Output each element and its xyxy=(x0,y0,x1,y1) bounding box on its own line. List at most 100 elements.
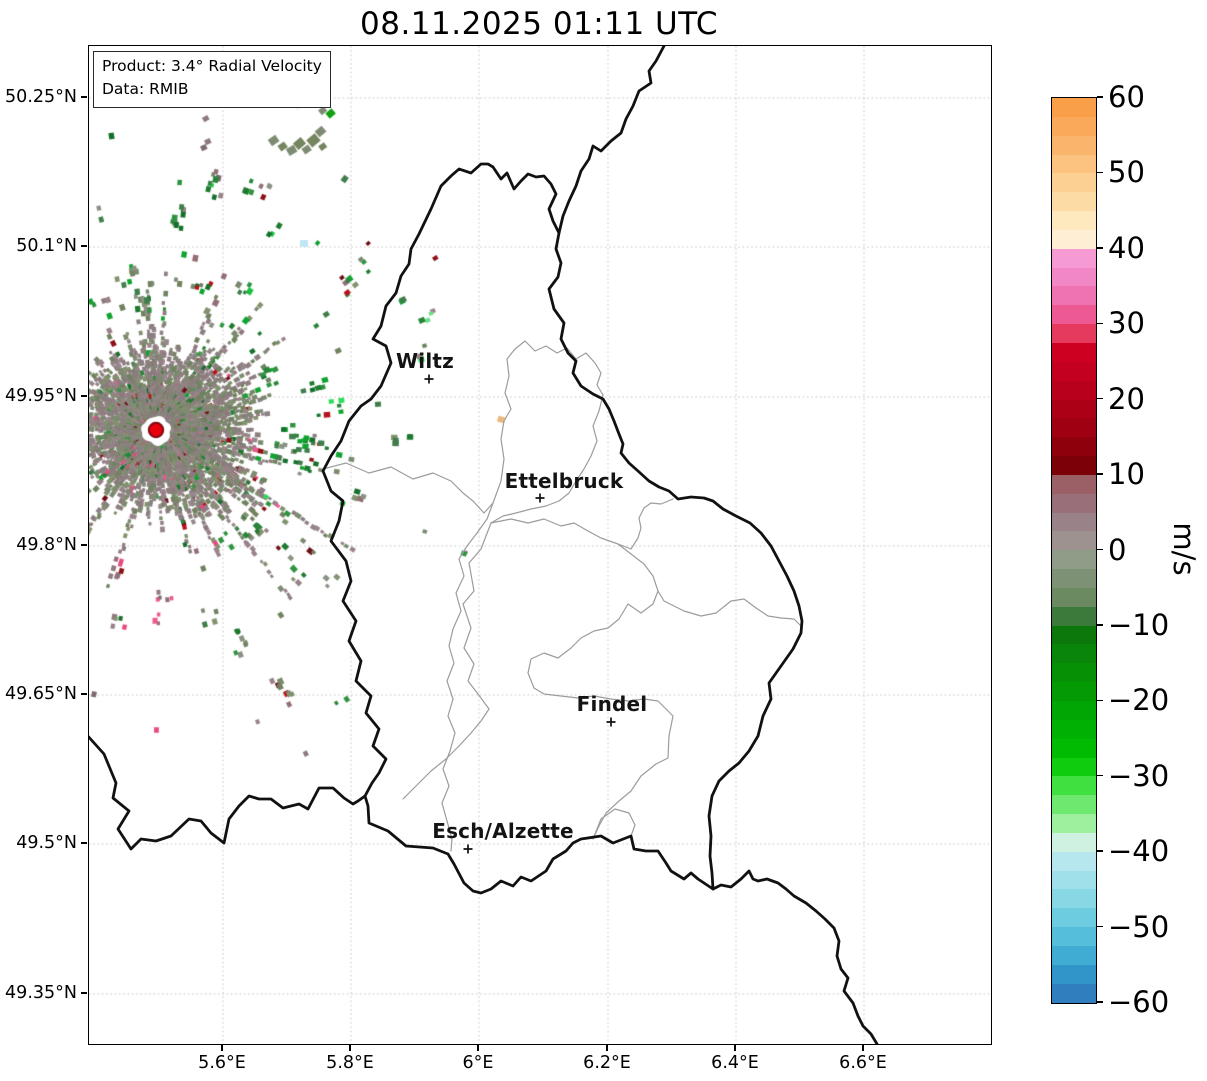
colorbar-tick-mark xyxy=(1097,699,1103,702)
colorbar-band xyxy=(1052,606,1096,626)
colorbar-band xyxy=(1052,361,1096,381)
colorbar-band xyxy=(1052,625,1096,645)
x-tick-mark xyxy=(734,1045,736,1051)
colorbar-band xyxy=(1052,927,1096,946)
canton-border-line xyxy=(490,518,659,689)
canton-border-line xyxy=(322,340,604,514)
city-label-ettelbruck: Ettelbruck xyxy=(504,469,624,493)
city-marker-icon xyxy=(606,717,616,727)
colorbar-band xyxy=(1052,135,1096,155)
colorbar-band xyxy=(1052,814,1096,833)
y-tick-label: 49.65°N xyxy=(5,684,77,704)
country-border-line xyxy=(557,46,666,235)
colorbar-band xyxy=(1052,531,1096,551)
colorbar-band xyxy=(1052,682,1096,701)
city-marker-icon xyxy=(463,844,473,854)
colorbar-tick-mark xyxy=(1097,775,1103,777)
colorbar-tick-label: −30 xyxy=(1108,758,1170,793)
colorbar-band xyxy=(1052,964,1096,984)
x-tick-label: 6.4°E xyxy=(711,1053,759,1073)
map-borders-svg xyxy=(89,46,879,1044)
canton-border-line xyxy=(441,502,494,852)
colorbar-band xyxy=(1052,456,1096,475)
city-label-findel: Findel xyxy=(576,692,648,716)
x-tick-mark xyxy=(606,1045,608,1051)
colorbar-tick-label: 10 xyxy=(1108,457,1145,492)
y-tick-label: 49.35°N xyxy=(5,983,77,1003)
y-tick-label: 50.1°N xyxy=(16,236,77,256)
colorbar-band xyxy=(1052,851,1096,871)
colorbar-tick-mark xyxy=(1097,96,1103,98)
colorbar-tick-label: 40 xyxy=(1108,230,1145,265)
colorbar-band xyxy=(1052,738,1096,758)
data-source-line: Data: RMIB xyxy=(102,80,189,99)
figure-title: 08.11.2025 01:11 UTC xyxy=(360,6,718,42)
colorbar-band xyxy=(1052,418,1096,438)
colorbar-band xyxy=(1052,342,1096,362)
y-tick-label: 49.95°N xyxy=(5,386,77,406)
colorbar-tick-label: 50 xyxy=(1108,155,1145,190)
colorbar-band xyxy=(1052,644,1096,664)
colorbar-tick-mark xyxy=(1097,1001,1103,1003)
x-tick-label: 5.8°E xyxy=(326,1053,374,1073)
colorbar-band xyxy=(1052,286,1096,306)
country-border-line xyxy=(321,162,804,895)
colorbar-tick-mark xyxy=(1097,624,1103,626)
colorbar-band xyxy=(1052,248,1096,268)
colorbar-band xyxy=(1052,380,1096,400)
canton-border-line xyxy=(402,522,492,800)
y-tick-label: 49.5°N xyxy=(16,833,77,853)
colorbar-tick-mark xyxy=(1097,850,1103,852)
colorbar-band xyxy=(1052,437,1096,457)
colorbar-tick-mark xyxy=(1097,397,1103,400)
colorbar-band xyxy=(1052,569,1096,588)
x-tick-label: 6.6°E xyxy=(839,1053,887,1073)
map-plot-area xyxy=(88,45,992,1045)
colorbar-tick-label: −50 xyxy=(1108,909,1170,944)
colorbar-tick-mark xyxy=(1097,322,1103,324)
colorbar-band xyxy=(1052,889,1096,909)
city-marker-icon xyxy=(424,374,434,384)
colorbar-band xyxy=(1052,493,1096,513)
colorbar-band xyxy=(1052,587,1096,607)
country-border-line xyxy=(711,869,879,1044)
colorbar-band xyxy=(1052,267,1096,287)
colorbar-unit-label: m/s xyxy=(1167,522,1201,576)
colorbar-band xyxy=(1052,305,1096,325)
x-tick-mark xyxy=(221,1045,223,1051)
colorbar-band xyxy=(1052,795,1096,815)
y-tick-label: 49.8°N xyxy=(16,535,77,555)
colorbar-band xyxy=(1052,719,1096,739)
y-tick-mark xyxy=(81,245,87,247)
y-tick-mark xyxy=(81,992,87,994)
colorbar-band xyxy=(1052,324,1096,343)
canton-border-line xyxy=(657,590,802,627)
colorbar-band xyxy=(1052,550,1096,570)
x-tick-mark xyxy=(862,1045,864,1051)
colorbar-band xyxy=(1052,474,1096,494)
canton-border-line xyxy=(490,394,604,524)
colorbar-band xyxy=(1052,832,1096,852)
colorbar-band xyxy=(1052,173,1096,193)
colorbar-tick-label: 30 xyxy=(1108,306,1145,341)
colorbar-band xyxy=(1052,701,1096,720)
city-marker-icon xyxy=(535,493,545,503)
colorbar-tick-mark xyxy=(1097,171,1103,174)
colorbar-band xyxy=(1052,154,1096,174)
colorbar-tick-mark xyxy=(1097,473,1103,475)
product-info-line: Product: 3.4° Radial Velocity xyxy=(102,57,322,75)
y-tick-mark xyxy=(81,395,87,397)
colorbar xyxy=(1051,97,1097,1004)
colorbar-band xyxy=(1052,945,1096,965)
colorbar-band xyxy=(1052,98,1096,117)
x-tick-label: 6°E xyxy=(462,1053,494,1073)
radar-scatter-canvas xyxy=(89,46,991,1044)
colorbar-band xyxy=(1052,399,1096,419)
colorbar-tick-label: 0 xyxy=(1108,532,1127,567)
colorbar-band xyxy=(1052,870,1096,890)
y-tick-mark xyxy=(81,96,87,98)
country-border-line xyxy=(89,735,367,851)
colorbar-tick-label: −20 xyxy=(1108,683,1170,718)
canton-border-line xyxy=(617,498,674,550)
y-tick-mark xyxy=(81,842,87,844)
